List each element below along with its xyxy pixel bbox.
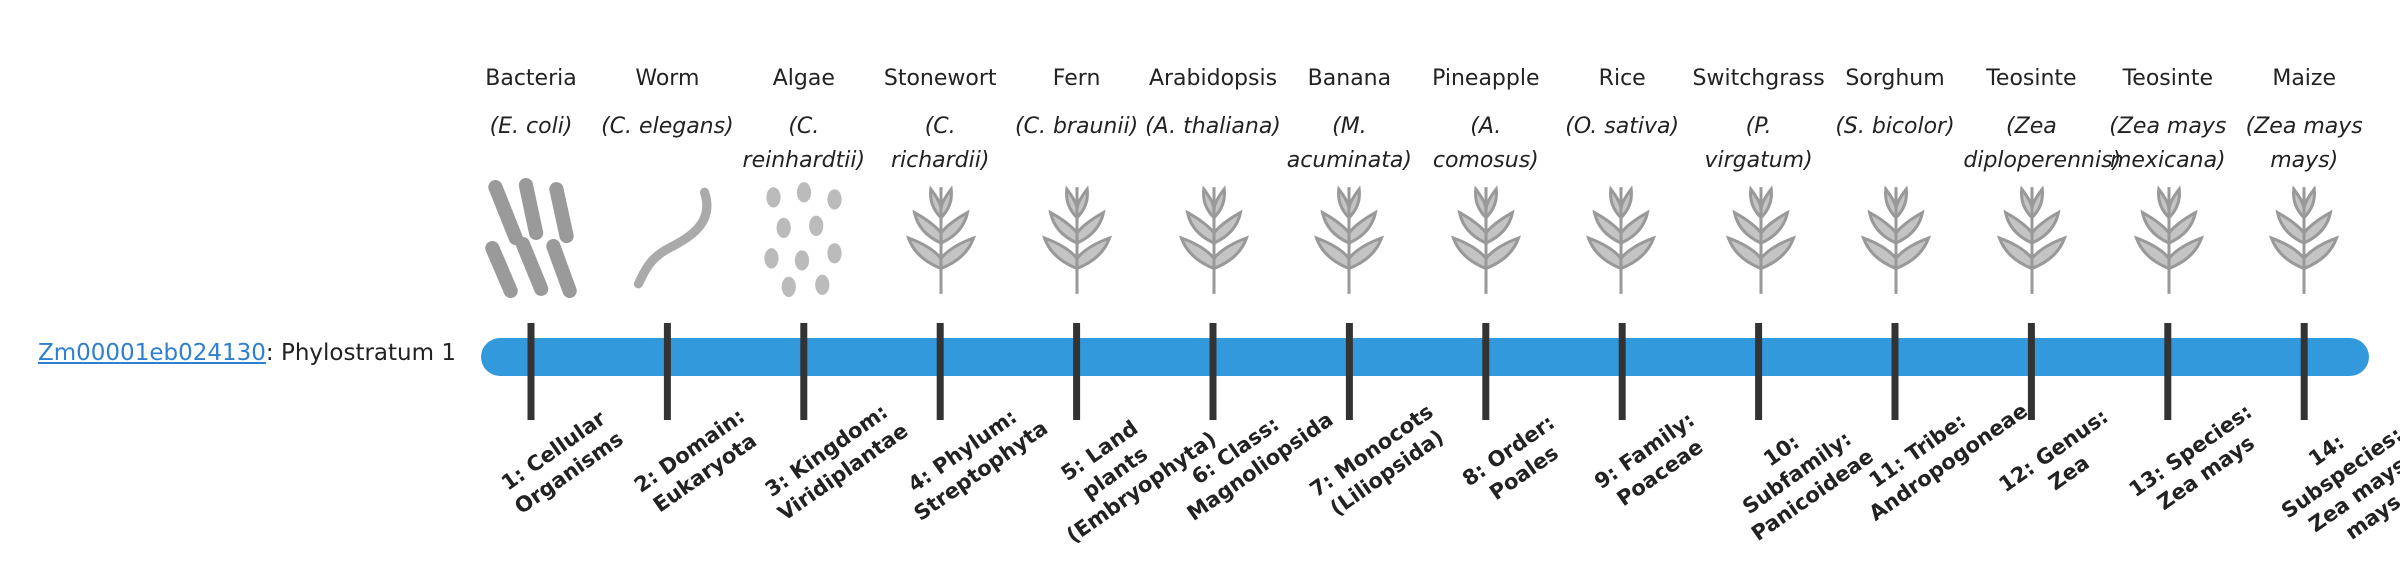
organism-name: Banana: [1307, 66, 1392, 91]
illustration: [1861, 185, 1931, 296]
illustration: [1314, 185, 1384, 296]
timeline-ticks: [527, 323, 2308, 420]
species-name: (C. reinhardtii): [742, 114, 866, 173]
organism-name: Arabidopsis: [1148, 66, 1278, 91]
species-name: (C. elegans): [601, 114, 734, 139]
organism-name: Rice: [1598, 66, 1646, 91]
species-name: (M. acuminata): [1286, 114, 1412, 173]
species-name: (P. virgatum): [1704, 114, 1813, 173]
illustration: [764, 182, 842, 297]
species-name: (O. sativa): [1565, 114, 1680, 139]
gene-label: Zm00001eb024130: Phylostratum 1: [38, 340, 456, 366]
organism-name: Stonewort: [883, 66, 997, 91]
species-name: (C. richardii): [890, 114, 990, 173]
illustration: [1726, 185, 1796, 296]
phylostratum-label: : Phylostratum 1: [265, 340, 456, 366]
illustration: [492, 185, 569, 291]
organism-name: Maize: [2272, 66, 2337, 91]
illustration: [1042, 185, 1112, 296]
illustration: [2269, 185, 2339, 296]
species-name: (A. thaliana): [1145, 114, 1281, 139]
organism-illustrations: [492, 182, 2339, 297]
organism-name: Fern: [1052, 66, 1101, 91]
timeline-bar: [481, 338, 2369, 376]
species-name: (Zea mays mexicana): [2109, 114, 2227, 173]
organism-name: Pineapple: [1432, 66, 1540, 91]
species-name: (E. coli): [489, 114, 573, 139]
organism-name: Algae: [772, 66, 835, 91]
organism-name: Teosinte: [2122, 66, 2213, 91]
illustration: [906, 185, 976, 296]
organism-name: Worm: [635, 66, 700, 91]
gene-link[interactable]: Zm00001eb024130: [38, 340, 266, 366]
species-name: (A. comosus): [1432, 114, 1539, 173]
illustration: [1451, 185, 1521, 296]
organism-name: Teosinte: [1986, 66, 2077, 91]
species-name: (C. braunii): [1015, 114, 1139, 139]
species-name: (S. bicolor): [1835, 114, 1955, 139]
species-name: (Zea diploperennis): [1963, 114, 2122, 173]
organism-name: Sorghum: [1845, 66, 1945, 91]
illustration: [1586, 185, 1656, 296]
illustration: [2134, 185, 2204, 296]
illustration: [1997, 185, 2067, 296]
organism-name: Bacteria: [485, 66, 577, 91]
species-name: (Zea mays mays): [2245, 114, 2363, 173]
illustration: [1179, 185, 1249, 296]
illustration: [639, 192, 707, 284]
organism-name: Switchgrass: [1692, 66, 1825, 91]
